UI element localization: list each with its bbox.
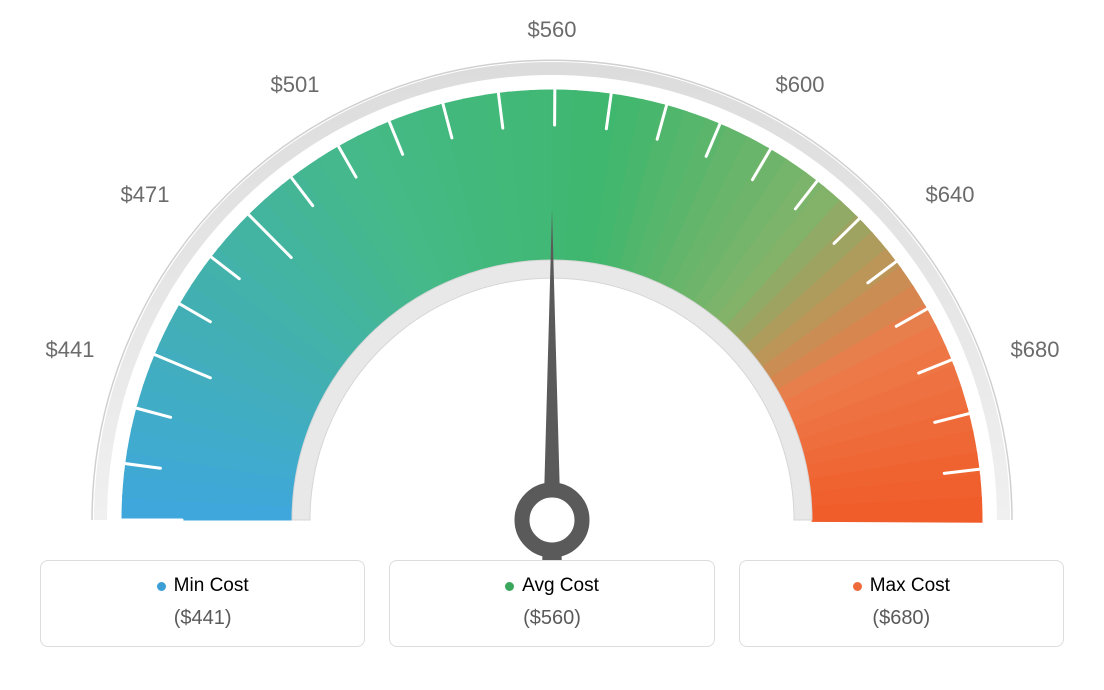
gauge-tick-label: $600 — [776, 72, 825, 98]
gauge-chart: $441 $471 $501 $560 $600 $640 $680 — [0, 0, 1104, 560]
legend-title-avg: Avg Cost — [505, 575, 599, 597]
legend-row: Min Cost ($441) Avg Cost ($560) Max Cost… — [0, 560, 1104, 667]
legend-card-max: Max Cost ($680) — [739, 560, 1064, 647]
legend-value-min: ($441) — [51, 607, 354, 630]
gauge-tick-label: $560 — [528, 17, 577, 43]
gauge-tick-label: $680 — [1011, 337, 1060, 363]
gauge-svg — [0, 0, 1104, 560]
legend-value-max: ($680) — [750, 607, 1053, 630]
legend-card-min: Min Cost ($441) — [40, 560, 365, 647]
legend-dot-avg — [505, 582, 514, 591]
legend-dot-max — [853, 582, 862, 591]
gauge-tick-label: $441 — [46, 337, 95, 363]
legend-label-avg: Avg Cost — [522, 575, 599, 597]
gauge-tick-label: $501 — [271, 72, 320, 98]
legend-value-avg: ($560) — [400, 607, 703, 630]
legend-title-min: Min Cost — [157, 575, 249, 597]
legend-label-max: Max Cost — [870, 575, 950, 597]
gauge-tick-label: $640 — [926, 182, 975, 208]
legend-title-max: Max Cost — [853, 575, 950, 597]
legend-label-min: Min Cost — [174, 575, 249, 597]
gauge-tick-label: $471 — [121, 182, 170, 208]
legend-dot-min — [157, 582, 166, 591]
legend-card-avg: Avg Cost ($560) — [389, 560, 714, 647]
